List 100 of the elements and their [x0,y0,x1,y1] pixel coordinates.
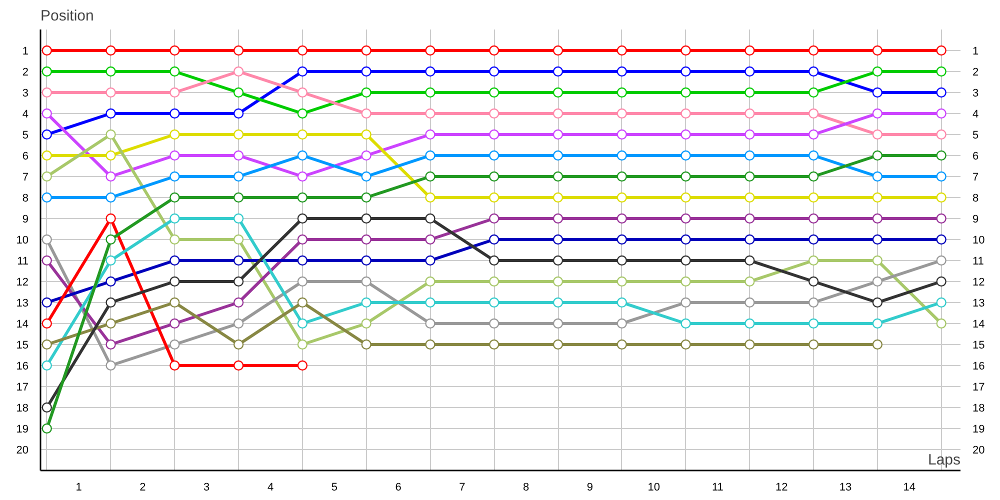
y-tick-label: 1 [22,46,29,58]
point [872,150,883,161]
point [361,339,372,350]
y2-tick-label: 14 [972,318,985,330]
y-tick-label: 19 [16,424,29,436]
point [872,276,883,287]
point [297,45,308,56]
point [808,255,819,266]
point [42,129,52,140]
point [233,129,244,140]
point [552,150,564,161]
point [872,66,883,77]
y-tick-label: 15 [16,340,29,352]
point [297,318,308,329]
x-tick-label: 7 [459,482,466,494]
point [552,171,564,182]
x-tick-label: 1 [76,482,82,494]
point [680,87,691,98]
point [744,108,755,119]
point [361,45,372,56]
point [106,318,116,329]
point [170,171,180,182]
point [170,360,180,371]
point [297,339,308,350]
y2-tick-label: 19 [972,424,985,436]
point [808,213,819,224]
y2-tick-label: 6 [972,150,979,162]
point [106,360,116,371]
point [489,87,500,98]
point [42,66,52,77]
x-tick-label: 12 [775,482,788,494]
point [489,129,500,140]
y2-tick-label: 16 [972,360,985,372]
point [233,339,244,350]
point [297,87,308,98]
point [744,150,755,161]
point [936,255,946,266]
y-tick-label: 9 [22,214,29,226]
point [489,150,500,161]
point [680,213,691,224]
point [106,66,116,77]
point [872,45,883,56]
point [170,129,180,140]
point [233,297,244,308]
point [42,339,52,350]
point [872,108,883,119]
point [680,129,691,140]
y2-tick-label: 20 [972,444,985,456]
point [744,213,755,224]
y-tick-label: 14 [16,318,29,330]
point [297,297,308,308]
point [233,66,244,77]
point [936,171,946,182]
point [552,108,564,119]
point [808,129,819,140]
point [936,45,946,56]
point [489,339,500,350]
point [489,297,500,308]
point [616,171,627,182]
point [680,45,691,56]
point [489,66,500,77]
point [616,213,627,224]
y2-tick-label: 4 [972,108,979,120]
point [106,45,116,56]
y2-tick-label: 8 [972,192,979,204]
point [680,234,691,245]
y2-tick-label: 12 [972,276,985,288]
point [297,360,308,371]
point [42,192,52,203]
point [808,66,819,77]
y2-tick-label: 5 [972,130,979,142]
point [297,234,308,245]
point [170,255,180,266]
point [616,129,627,140]
point [872,129,883,140]
point [744,339,755,350]
point [170,192,180,203]
point [361,129,372,140]
point [42,234,52,245]
y-tick-label: 8 [22,192,29,204]
point [489,276,500,287]
point [106,150,116,161]
point [170,297,180,308]
point [744,66,755,77]
y-tick-label: 3 [22,88,29,100]
point [233,234,244,245]
point [680,276,691,287]
point [170,339,180,350]
point [233,45,244,56]
point [106,255,116,266]
point [872,192,883,203]
point [233,192,244,203]
point [936,192,946,203]
point [361,234,372,245]
point [233,87,244,98]
y2-tick-label: 1 [972,46,979,58]
point [233,255,244,266]
x-tick-label: 11 [712,482,724,494]
point [552,276,564,287]
point [744,45,755,56]
